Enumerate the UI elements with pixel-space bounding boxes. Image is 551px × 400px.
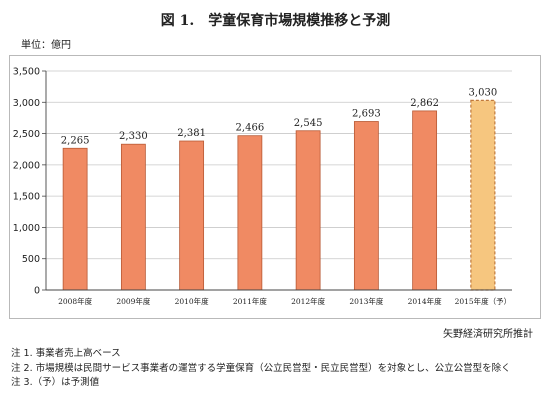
x-tick-label: 2015年度（予） bbox=[455, 296, 512, 306]
data-label: 2,466 bbox=[236, 123, 265, 134]
chart-frame bbox=[9, 55, 541, 319]
x-tick-label: 2012年度 bbox=[291, 296, 326, 306]
unit-label: 単位：億円 bbox=[21, 40, 71, 51]
bar bbox=[179, 140, 205, 291]
data-label: 2,545 bbox=[294, 118, 323, 129]
footnote-2: 注 2. 市場規模は民間サービス事業者の運営する学童保育（公立民営型・民立民営型… bbox=[11, 362, 511, 374]
bar bbox=[412, 110, 438, 291]
y-tick-label: 500 bbox=[22, 254, 40, 265]
bar bbox=[295, 130, 321, 291]
data-label: 3,030 bbox=[469, 87, 498, 98]
bar bbox=[237, 135, 263, 291]
y-tick-label: 1,000 bbox=[13, 223, 40, 234]
source-note: 矢野経済研究所推計 bbox=[443, 329, 533, 340]
bar bbox=[62, 147, 88, 291]
x-tick-label: 2009年度 bbox=[116, 296, 151, 306]
footnote-1: 注 1. 事業者売上高ベース bbox=[11, 348, 121, 359]
bar bbox=[120, 143, 146, 291]
bar-chart: 2,265 2,330 2,381 2,466 2,545 2,693 2,862 3,030… bbox=[13, 67, 512, 306]
x-tick-label: 2008年度 bbox=[58, 296, 93, 306]
footnote-3: 注 3.（予）は予測値 bbox=[11, 377, 100, 388]
data-label: 2,330 bbox=[119, 131, 148, 142]
forecast-bar bbox=[470, 99, 496, 291]
y-tick-label: 1,500 bbox=[13, 192, 40, 203]
x-tick-label: 2013年度 bbox=[349, 296, 384, 306]
data-label: 2,862 bbox=[410, 98, 439, 109]
footnotes: 注 1. 事業者売上高ベース 注 2. 市場規模は民間サービス事業者の運営する学… bbox=[11, 347, 511, 391]
x-tick-label: 2011年度 bbox=[233, 296, 268, 306]
y-tick-label: 3,000 bbox=[13, 98, 40, 109]
data-label: 2,693 bbox=[352, 108, 381, 119]
data-label: 2,265 bbox=[61, 135, 90, 146]
y-tick-label: 2,500 bbox=[13, 129, 40, 140]
chart-title: 図 1. 学童保育市場規模推移と予測 bbox=[160, 13, 391, 29]
y-tick-label: 2,000 bbox=[13, 160, 40, 171]
bar bbox=[353, 121, 379, 291]
x-tick-label: 2010年度 bbox=[175, 296, 210, 306]
y-tick-label: 3,500 bbox=[13, 67, 40, 78]
x-tick-label: 2014年度 bbox=[408, 296, 443, 306]
y-tick-label: 0 bbox=[34, 286, 40, 297]
data-label: 2,381 bbox=[177, 128, 206, 139]
